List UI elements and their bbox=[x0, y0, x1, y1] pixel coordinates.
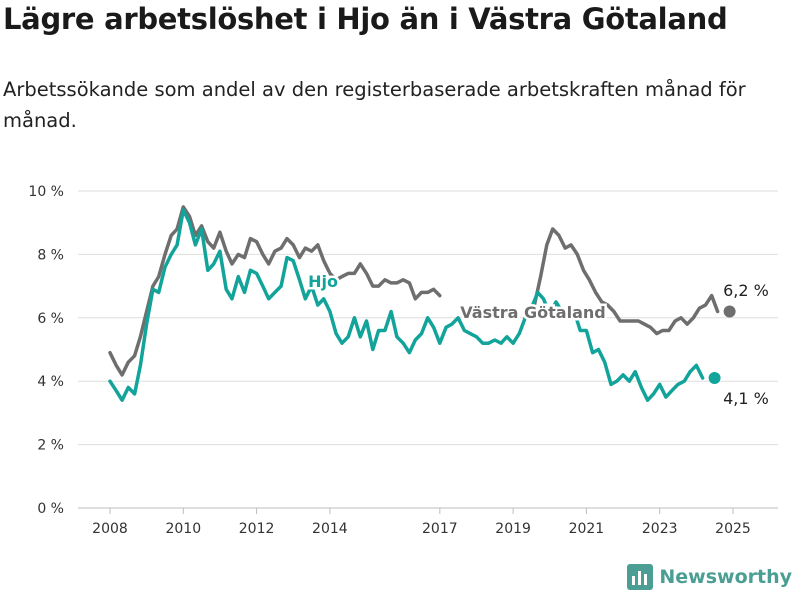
x-tick-label: 2008 bbox=[92, 521, 128, 537]
x-tick-label: 2012 bbox=[239, 521, 275, 537]
chart-subtitle: Arbetssökande som andel av den registerb… bbox=[3, 78, 746, 132]
series-lines bbox=[108, 205, 720, 402]
y-tick-label: 2 % bbox=[37, 438, 64, 454]
y-tick-label: 0 % bbox=[37, 501, 64, 517]
y-tick-label: 4 % bbox=[37, 374, 64, 390]
series-label-hjo: Hjo bbox=[308, 272, 338, 291]
vastra-gotaland-end-value: 6,2 % bbox=[723, 281, 769, 300]
x-tick-label: 2019 bbox=[495, 521, 531, 537]
x-axis: 2008 2010 2012 2014 2017 2019 2021 2023 2025 bbox=[92, 508, 751, 537]
chart-bars-icon bbox=[627, 564, 654, 590]
y-tick-label: 8 % bbox=[37, 247, 64, 263]
series-line-hjo bbox=[108, 208, 705, 402]
grid-lines bbox=[78, 190, 778, 509]
hjo-end-marker bbox=[708, 372, 721, 385]
series-line-vastra-gotaland bbox=[108, 205, 442, 377]
y-tick-label: 6 % bbox=[37, 311, 64, 327]
hjo-end-value: 4,1 % bbox=[723, 389, 769, 408]
x-tick-label: 2010 bbox=[165, 521, 201, 537]
x-tick-label: 2021 bbox=[569, 521, 605, 537]
newsworthy-logo: Newsworthy bbox=[627, 564, 792, 590]
series-label-vastra-gotaland: Västra Götaland bbox=[460, 303, 605, 322]
chart-title: Lägre arbetslöshet i Hjo än i Västra Göt… bbox=[3, 2, 728, 36]
y-axis: 0 % 2 % 4 % 6 % 8 % 10 % bbox=[28, 184, 64, 517]
x-tick-label: 2017 bbox=[422, 521, 458, 537]
series-line-vastra-gotaland bbox=[532, 227, 720, 336]
x-tick-label: 2023 bbox=[642, 521, 678, 537]
brand-name: Newsworthy bbox=[659, 566, 792, 588]
y-tick-label: 10 % bbox=[28, 184, 64, 200]
x-tick-label: 2014 bbox=[312, 521, 348, 537]
x-tick-label: 2025 bbox=[715, 521, 751, 537]
vastra-gotaland-end-marker bbox=[723, 305, 736, 318]
